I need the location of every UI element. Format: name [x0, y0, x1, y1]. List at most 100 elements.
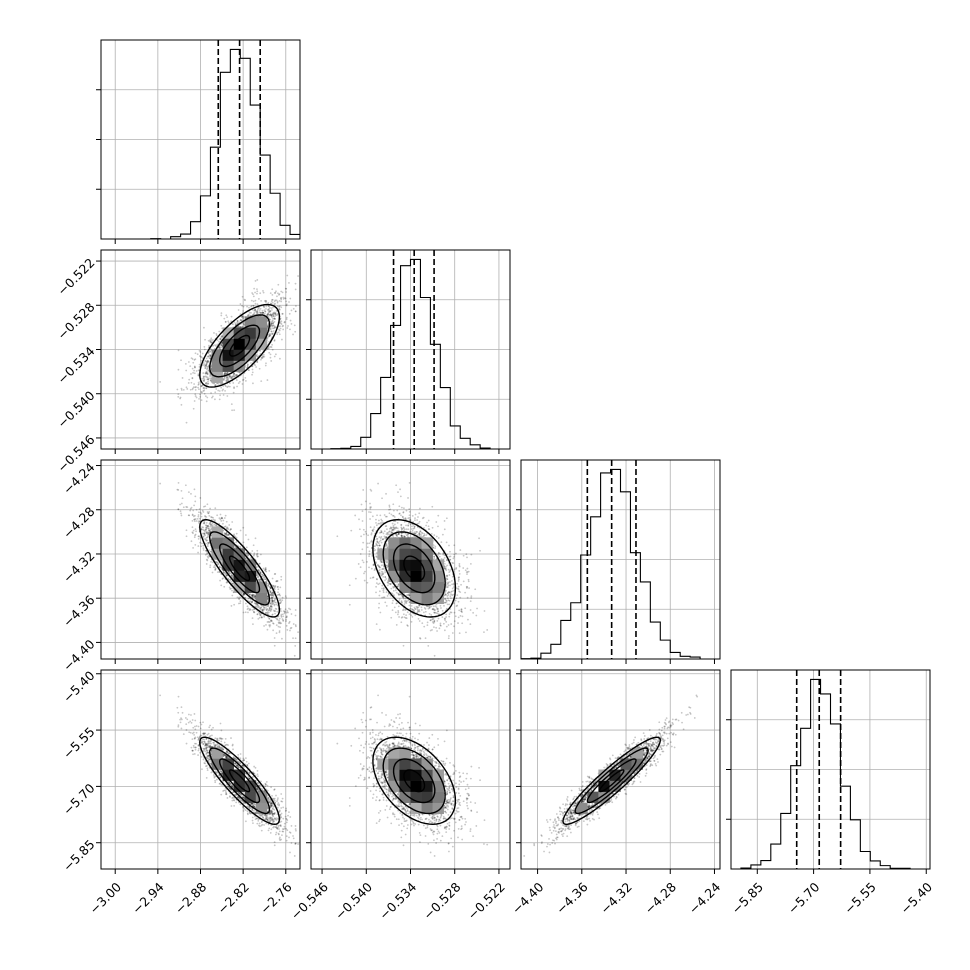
- sample-point: [411, 608, 414, 611]
- sample-point: [398, 593, 401, 596]
- sample-point: [266, 611, 269, 614]
- sample-point: [223, 517, 226, 519]
- sample-point: [273, 600, 275, 603]
- sample-point: [197, 369, 200, 372]
- sample-point: [267, 598, 270, 601]
- sample-point: [368, 550, 371, 553]
- sample-point: [247, 607, 250, 610]
- sample-point: [257, 307, 260, 309]
- sample-point: [451, 587, 454, 590]
- sample-point: [408, 594, 411, 597]
- sample-point: [405, 602, 408, 605]
- sample-point: [233, 533, 235, 536]
- sample-point: [266, 607, 269, 610]
- sample-point: [203, 532, 205, 535]
- sample-point: [191, 514, 194, 517]
- sample-point: [386, 581, 389, 584]
- sample-point: [414, 532, 417, 535]
- sample-point: [206, 525, 209, 527]
- contour-line: [218, 543, 261, 594]
- sample-point: [207, 512, 210, 515]
- sample-point: [278, 308, 280, 311]
- sample-point: [252, 544, 255, 547]
- sample-point: [403, 521, 406, 523]
- sample-point: [252, 610, 255, 613]
- sample-point: [205, 381, 208, 384]
- sample-point: [274, 597, 277, 600]
- density-cell: [233, 349, 246, 361]
- sample-point: [211, 341, 213, 344]
- sample-point: [245, 546, 248, 549]
- sample-point: [269, 326, 272, 329]
- sample-point: [257, 575, 260, 578]
- sample-point: [392, 503, 395, 506]
- sample-point: [276, 617, 278, 620]
- sample-point: [274, 598, 276, 601]
- sample-point: [447, 592, 449, 595]
- sample-point: [269, 591, 272, 593]
- sample-point: [228, 572, 230, 575]
- sample-point: [413, 525, 416, 528]
- sample-point: [223, 373, 226, 376]
- density-cell: [244, 570, 257, 582]
- sample-point: [278, 307, 281, 310]
- sample-point: [192, 407, 195, 410]
- sample-point: [267, 582, 270, 585]
- sample-point: [225, 532, 228, 535]
- sample-point: [205, 363, 208, 366]
- sample-point: [272, 585, 275, 587]
- sample-point: [393, 527, 396, 530]
- sample-point: [226, 316, 229, 319]
- sample-point: [218, 566, 221, 569]
- sample-point: [375, 535, 378, 538]
- sample-point: [370, 539, 373, 542]
- sample-point: [230, 377, 233, 379]
- sample-point: [372, 564, 375, 567]
- sample-point: [362, 541, 365, 544]
- sample-point: [264, 612, 267, 615]
- sample-point: [432, 607, 435, 610]
- sample-point: [203, 386, 206, 389]
- sample-point: [405, 524, 407, 527]
- sample-point: [422, 516, 425, 519]
- sample-point: [432, 608, 435, 611]
- sample-point: [248, 593, 251, 596]
- sample-point: [212, 344, 215, 347]
- sample-point: [437, 551, 440, 554]
- sample-point: [205, 526, 207, 529]
- sample-point: [256, 361, 259, 364]
- sample-point: [205, 364, 207, 367]
- sample-point: [208, 529, 211, 532]
- sample-point: [261, 574, 264, 576]
- sample-point: [203, 533, 206, 536]
- sample-point: [271, 596, 274, 599]
- sample-point: [452, 557, 455, 560]
- sample-point: [205, 539, 208, 542]
- sample-point: [271, 600, 274, 603]
- sample-point: [370, 541, 372, 543]
- sample-point: [441, 609, 444, 612]
- sample-point: [205, 532, 208, 534]
- sample-point: [401, 527, 404, 530]
- sample-point: [225, 376, 228, 378]
- sample-point: [260, 829, 263, 832]
- sample-point: [372, 530, 374, 533]
- sample-point: [272, 315, 275, 318]
- sample-point: [370, 506, 372, 509]
- sample-point: [179, 510, 182, 513]
- sample-point: [269, 624, 272, 627]
- sample-point: [397, 594, 400, 596]
- sample-point: [262, 567, 265, 570]
- sample-point: [469, 600, 472, 603]
- sample-point: [402, 608, 405, 611]
- sample-point: [390, 587, 393, 590]
- sample-point: [359, 566, 362, 569]
- sample-point: [449, 584, 451, 587]
- sample-point: [448, 571, 451, 574]
- sample-point: [272, 321, 275, 324]
- sample-point: [285, 615, 288, 618]
- sample-point: [476, 607, 478, 610]
- sample-point: [392, 529, 395, 532]
- sample-point: [381, 572, 384, 575]
